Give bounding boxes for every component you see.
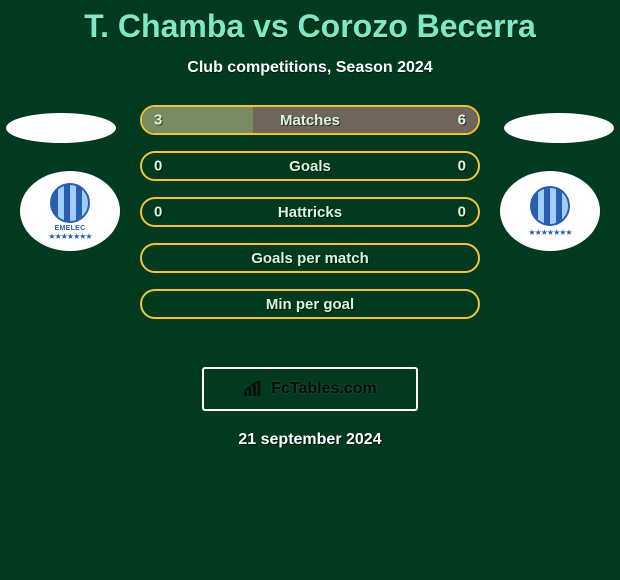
player-ellipse-left — [6, 113, 116, 143]
page-title: T. Chamba vs Corozo Becerra — [0, 0, 620, 45]
bar-chart-icon — [243, 381, 265, 397]
stat-value-right: 6 — [458, 112, 466, 129]
comparison-arena: EMELEC ★★★★★★★ ★★★★★★★ 3Matches60Goals00… — [0, 105, 620, 345]
stat-value-right: 0 — [458, 158, 466, 175]
club-badge-left: EMELEC ★★★★★★★ — [20, 171, 120, 251]
club-badge-right-inner: ★★★★★★★ — [528, 186, 571, 236]
stat-label: Goals — [289, 158, 331, 175]
club-badge-left-circle-icon — [50, 183, 90, 223]
stat-bars-container: 3 Matches 6 0 Goals 0 0 Hattricks 0 Goals per mat… — [140, 105, 480, 319]
footer-site-label: FcTables.com — [271, 380, 377, 398]
player-ellipse-right — [504, 113, 614, 143]
stat-label: Min per goal — [266, 296, 354, 313]
stat-label: Goals per match — [251, 250, 369, 267]
club-badge-right: ★★★★★★★ — [500, 171, 600, 251]
club-badge-left-text: EMELEC — [55, 225, 86, 232]
stat-label: Hattricks — [278, 204, 342, 221]
footer-attribution-box: FcTables.com — [202, 367, 418, 411]
stat-bar: 3 Matches 6 — [140, 105, 480, 135]
stat-bar: 0 Goals 0 — [140, 151, 480, 181]
club-badge-left-stars-icon: ★★★★★★★ — [48, 234, 91, 240]
stat-value-left: 0 — [154, 204, 162, 221]
stat-label: Matches — [280, 112, 340, 129]
club-badge-right-stars-icon: ★★★★★★★ — [528, 230, 571, 236]
stat-value-right: 0 — [458, 204, 466, 221]
club-badge-left-inner: EMELEC ★★★★★★★ — [48, 183, 91, 240]
stat-bar: 0 Hattricks 0 — [140, 197, 480, 227]
footer-date: 21 september 2024 — [0, 431, 620, 449]
stat-value-left: 3 — [154, 112, 162, 129]
stat-bar: Goals per match — [140, 243, 480, 273]
stat-value-left: 0 — [154, 158, 162, 175]
page-subtitle: Club competitions, Season 2024 — [0, 59, 620, 77]
club-badge-right-circle-icon — [530, 186, 570, 226]
stat-bar: Min per goal — [140, 289, 480, 319]
